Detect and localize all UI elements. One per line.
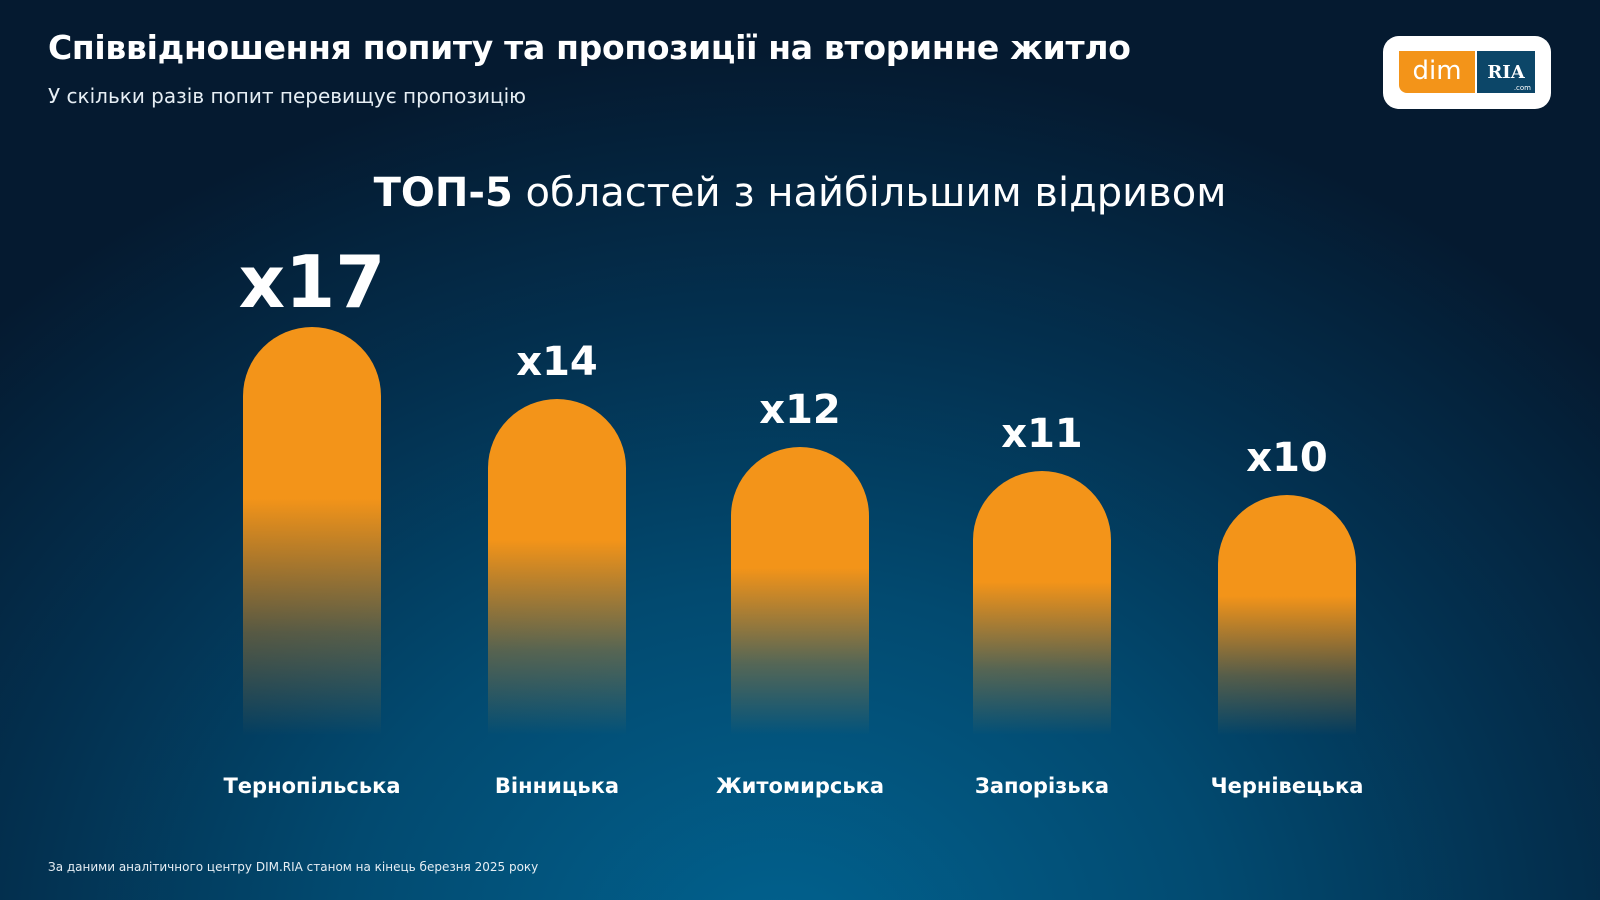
bar-Запорізька (973, 471, 1111, 735)
value-label: x12 (759, 387, 840, 433)
source-note: За даними аналітичного центру DIM.RIA ст… (48, 860, 539, 874)
chart-title-rest: областей з найбільшим відривом (512, 170, 1227, 216)
bar-Вінницька (488, 399, 626, 735)
page-subtitle: У скільки разів попит перевищує пропозиц… (48, 84, 526, 108)
bar-Чернівецька (1218, 495, 1356, 735)
logo-ria-text: RIA (1487, 62, 1525, 83)
dimria-logo: dim RIA .com (1383, 36, 1551, 109)
chart-title: ТОП-5 областей з найбільшим відривом (0, 170, 1600, 216)
bar-Тернопільська (243, 327, 381, 735)
logo-com: .com (1513, 84, 1531, 92)
category-label: Запорізька (975, 774, 1109, 798)
category-label: Житомирська (716, 774, 884, 798)
chart-title-bold: ТОП-5 (373, 170, 513, 216)
logo-dim: dim (1399, 51, 1475, 93)
value-label: x11 (1001, 411, 1082, 457)
category-label: Чернівецька (1211, 774, 1364, 798)
category-label: Тернопільська (223, 774, 400, 798)
value-label: x14 (516, 339, 597, 385)
logo-ria: RIA .com (1477, 51, 1535, 93)
bar-Житомирська (731, 447, 869, 735)
page-title: Співвідношення попиту та пропозиції на в… (48, 28, 1131, 67)
category-label: Вінницька (495, 774, 619, 798)
value-label: x17 (239, 240, 386, 324)
value-label: x10 (1246, 435, 1327, 481)
